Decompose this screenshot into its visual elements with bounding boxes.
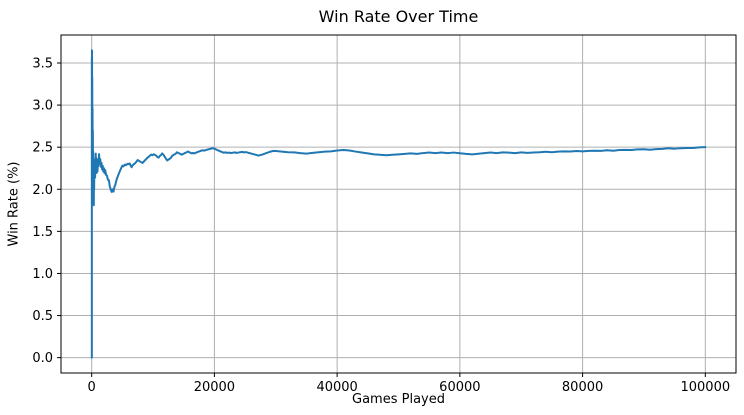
x-axis-label: Games Played — [352, 392, 445, 407]
y-tick-label: 3.5 — [32, 56, 53, 71]
x-tick-label: 60000 — [439, 380, 480, 395]
y-tick-label: 3.0 — [32, 99, 53, 114]
y-tick-label: 2.5 — [32, 141, 53, 156]
x-tick-label: 40000 — [316, 380, 357, 395]
x-tick-label: 80000 — [562, 380, 603, 395]
axes-frame — [60, 34, 737, 374]
x-tick-label: 100000 — [680, 380, 730, 395]
y-tick-label: 2.0 — [32, 183, 53, 198]
win-rate-line — [90, 49, 707, 359]
y-tick-label: 0.0 — [32, 351, 53, 366]
y-axis-label: Win Rate (%) — [6, 161, 22, 247]
y-tick-label: 0.5 — [32, 309, 53, 324]
y-tick-label: 1.5 — [32, 225, 53, 240]
y-tick-label: 1.0 — [32, 267, 53, 282]
x-tick-label: 20000 — [194, 380, 235, 395]
chart-title: Win Rate Over Time — [318, 7, 479, 26]
x-tick-label: 0 — [88, 380, 96, 395]
